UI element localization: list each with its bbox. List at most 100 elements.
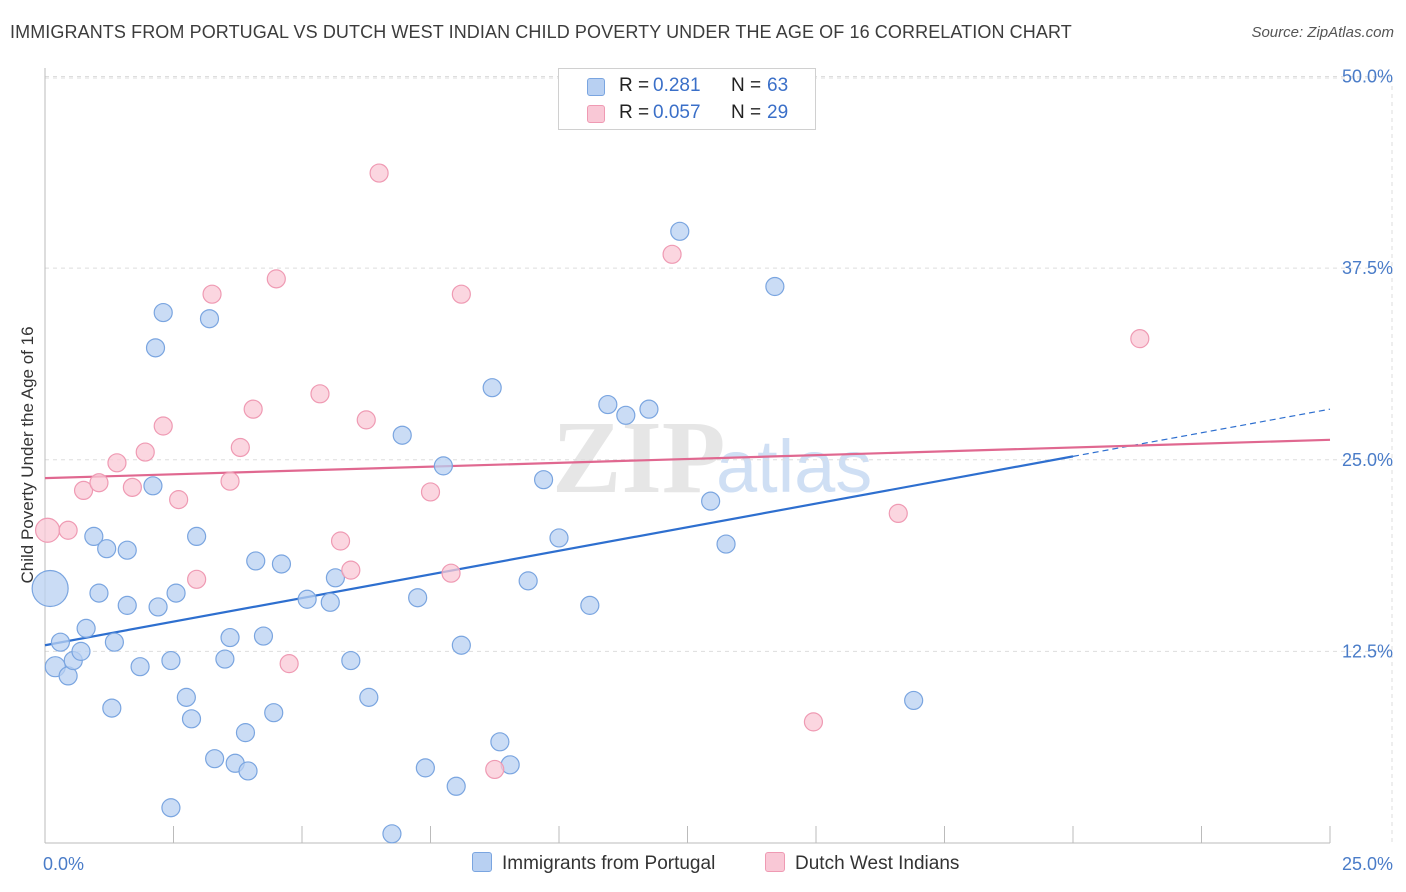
legend-n-value: 63 [767, 75, 789, 96]
point-portugal-31 [253, 626, 274, 646]
watermark-zip: ZIP [552, 400, 725, 515]
point-portugal-45 [451, 635, 471, 655]
point-portugal-37 [341, 650, 361, 671]
point-dutch-west-indians-19 [356, 410, 376, 430]
point-dutch-west-indians-13 [243, 399, 263, 419]
point-portugal-62 [117, 595, 137, 615]
source-credit: Source: ZipAtlas.com [1251, 24, 1394, 41]
point-portugal-28 [235, 723, 256, 743]
point-portugal-6 [76, 618, 96, 638]
point-dutch-west-indians-5 [122, 477, 142, 497]
data-points [31, 163, 1150, 844]
point-portugal-42 [415, 758, 435, 778]
point-portugal-13 [130, 657, 150, 677]
point-portugal-55 [639, 399, 659, 419]
point-portugal-40 [392, 425, 412, 445]
point-portugal-44 [446, 776, 466, 796]
legend-r-label: R = [619, 102, 650, 123]
tick-labels: 12.5% 25.0% 37.5% 50.0% 0.0% 25.0% [43, 67, 1393, 875]
point-portugal-61 [161, 798, 181, 818]
bottom-legend-label-dutch-west-indians: Dutch West Indians [795, 853, 960, 874]
point-portugal-43 [433, 456, 453, 476]
y-tick-label-1: 25.0% [1342, 450, 1393, 470]
bottom-legend-portugal: Immigrants from Portugal [472, 852, 715, 875]
point-dutch-west-indians-16 [310, 384, 330, 404]
point-portugal-24 [205, 749, 225, 769]
point-portugal-34 [297, 589, 317, 609]
legend-r-value: 0.281 [653, 75, 701, 96]
point-dutch-west-indians-1 [58, 520, 78, 540]
point-portugal-49 [518, 571, 538, 591]
point-portugal-12 [102, 698, 122, 718]
point-portugal-56 [670, 221, 690, 241]
x-tick-label-1: 25.0% [1342, 854, 1393, 874]
point-dutch-west-indians-7 [153, 416, 173, 436]
legend-n-label: N = [731, 102, 762, 123]
point-dutch-west-indians-25 [662, 244, 682, 264]
point-portugal-25 [215, 649, 235, 669]
y-axis-label: Child Poverty Under the Age of 16 [18, 326, 37, 583]
trend-line-dutch-west-indians [44, 438, 1331, 480]
point-portugal-8 [89, 583, 109, 603]
point-portugal-18 [161, 650, 181, 671]
point-portugal-53 [598, 394, 618, 415]
point-dutch-west-indians-23 [451, 284, 471, 304]
bottom-legend-swatch-portugal [472, 852, 492, 872]
point-portugal-26 [220, 627, 240, 648]
point-portugal-22 [187, 526, 207, 547]
point-portugal-23 [199, 309, 220, 329]
point-portugal-36 [325, 568, 346, 588]
axes [44, 68, 1331, 844]
point-dutch-west-indians-22 [441, 563, 461, 583]
trend-lines [44, 408, 1331, 647]
point-portugal-47 [490, 732, 510, 752]
y-tick-label-2: 37.5% [1342, 258, 1393, 278]
point-portugal-17 [153, 302, 173, 323]
trend-line-portugal-dashed [1072, 408, 1331, 457]
bottom-legend-dutch-west-indians: Dutch West Indians [765, 852, 959, 875]
point-dutch-west-indians-9 [187, 569, 207, 589]
point-dutch-west-indians-8 [169, 490, 189, 510]
point-portugal-30 [246, 551, 266, 571]
chart-title: IMMIGRANTS FROM PORTUGAL VS DUTCH WEST I… [10, 22, 1072, 42]
point-portugal-52 [580, 595, 600, 615]
legend-swatch-portugal [587, 78, 605, 96]
point-portugal-29 [238, 761, 258, 781]
trend-line-portugal-solid [44, 455, 1074, 647]
point-portugal-0 [31, 569, 69, 608]
grid-lines [45, 76, 1393, 843]
legend-swatch-dutch-west-indians [587, 105, 605, 123]
point-dutch-west-indians-21 [420, 482, 441, 502]
point-dutch-west-indians-24 [485, 759, 505, 780]
point-portugal-2 [50, 632, 71, 652]
y-tick-label-0: 12.5% [1342, 641, 1393, 661]
point-portugal-7 [84, 526, 104, 547]
legend-r-value: 0.057 [653, 102, 701, 123]
point-portugal-57 [701, 491, 721, 511]
point-portugal-16 [148, 597, 168, 617]
y-tick-label-3: 50.0% [1342, 67, 1393, 87]
point-portugal-58 [716, 534, 736, 554]
point-dutch-west-indians-20 [369, 163, 389, 183]
legend-n-value: 29 [767, 102, 789, 123]
point-portugal-60 [904, 690, 924, 711]
x-tick-label-0: 0.0% [43, 854, 84, 874]
point-portugal-39 [382, 824, 402, 844]
point-dutch-west-indians-28 [1130, 329, 1150, 349]
bottom-legend-label-portugal: Immigrants from Portugal [502, 853, 716, 874]
point-dutch-west-indians-12 [230, 437, 250, 458]
point-portugal-21 [181, 709, 202, 729]
point-portugal-14 [143, 476, 163, 496]
point-portugal-19 [166, 583, 186, 603]
zipatlas-watermark: ZIP atlas [552, 400, 872, 515]
point-portugal-5 [71, 641, 91, 661]
point-dutch-west-indians-27 [888, 503, 908, 524]
point-dutch-west-indians-26 [803, 712, 824, 732]
point-portugal-33 [271, 554, 292, 574]
point-portugal-38 [359, 687, 379, 707]
point-portugal-46 [482, 378, 502, 398]
point-dutch-west-indians-6 [135, 442, 155, 462]
point-dutch-west-indians-17 [330, 531, 351, 551]
legend-n-label: N = [731, 75, 762, 96]
